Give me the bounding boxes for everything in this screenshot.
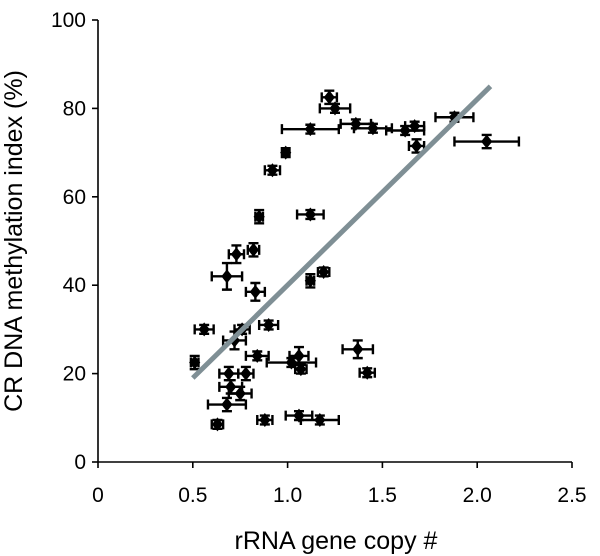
x-axis-title: rRNA gene copy #: [235, 527, 438, 555]
data-point: [249, 284, 261, 299]
data-point: [409, 119, 421, 134]
error-bars-layer: [189, 89, 521, 431]
data-point: [293, 408, 305, 423]
y-tick-label: 0: [74, 451, 86, 474]
data-point: [263, 317, 275, 332]
data-point: [253, 209, 265, 224]
y-tick-label: 20: [63, 363, 86, 386]
data-point: [223, 366, 235, 381]
data-point: [251, 348, 263, 363]
data-point: [198, 322, 210, 337]
data-point: [352, 342, 364, 357]
data-point: [221, 397, 233, 412]
data-point: [221, 269, 233, 284]
x-tick-label: 0: [92, 484, 104, 507]
data-point: [295, 362, 307, 377]
x-tick-label: 1.5: [368, 484, 397, 507]
data-point: [323, 90, 335, 105]
data-point: [230, 247, 243, 262]
y-tick-label: 60: [63, 186, 86, 209]
data-point: [318, 264, 330, 279]
trend-line: [191, 84, 493, 380]
x-ticks: 0 0.5 1.0 1.5 2.0 2.5: [92, 462, 587, 507]
data-point: [293, 348, 305, 363]
data-point: [234, 386, 246, 401]
x-tick-label: 2.0: [463, 484, 492, 507]
data-point: [225, 379, 237, 394]
x-tick-label: 1.0: [273, 484, 302, 507]
data-point: [314, 413, 326, 428]
y-tick-label: 80: [63, 97, 86, 120]
y-tick-label: 100: [51, 9, 86, 32]
data-point: [329, 101, 341, 116]
data-point: [189, 355, 201, 370]
y-ticks: 0 20 40 60 80 100: [51, 9, 98, 474]
x-tick-label: 2.5: [557, 484, 586, 507]
data-point: [240, 366, 252, 381]
data-point: [259, 413, 271, 428]
y-axis-title: CR DNA methylation index (%): [0, 70, 28, 412]
data-point: [481, 134, 493, 149]
data-point: [304, 273, 316, 288]
y-tick-label: 40: [63, 274, 86, 297]
data-points-layer: [189, 90, 493, 432]
data-point: [410, 138, 423, 153]
data-point: [266, 163, 279, 178]
data-point: [367, 121, 379, 136]
data-point: [361, 365, 373, 380]
data-point: [247, 242, 260, 257]
data-point: [280, 145, 292, 160]
data-point: [304, 207, 316, 222]
x-tick-label: 0.5: [178, 484, 207, 507]
data-point: [399, 123, 411, 138]
data-point: [285, 355, 297, 370]
data-point: [211, 417, 224, 432]
data-point: [304, 122, 316, 137]
data-point: [350, 116, 362, 131]
